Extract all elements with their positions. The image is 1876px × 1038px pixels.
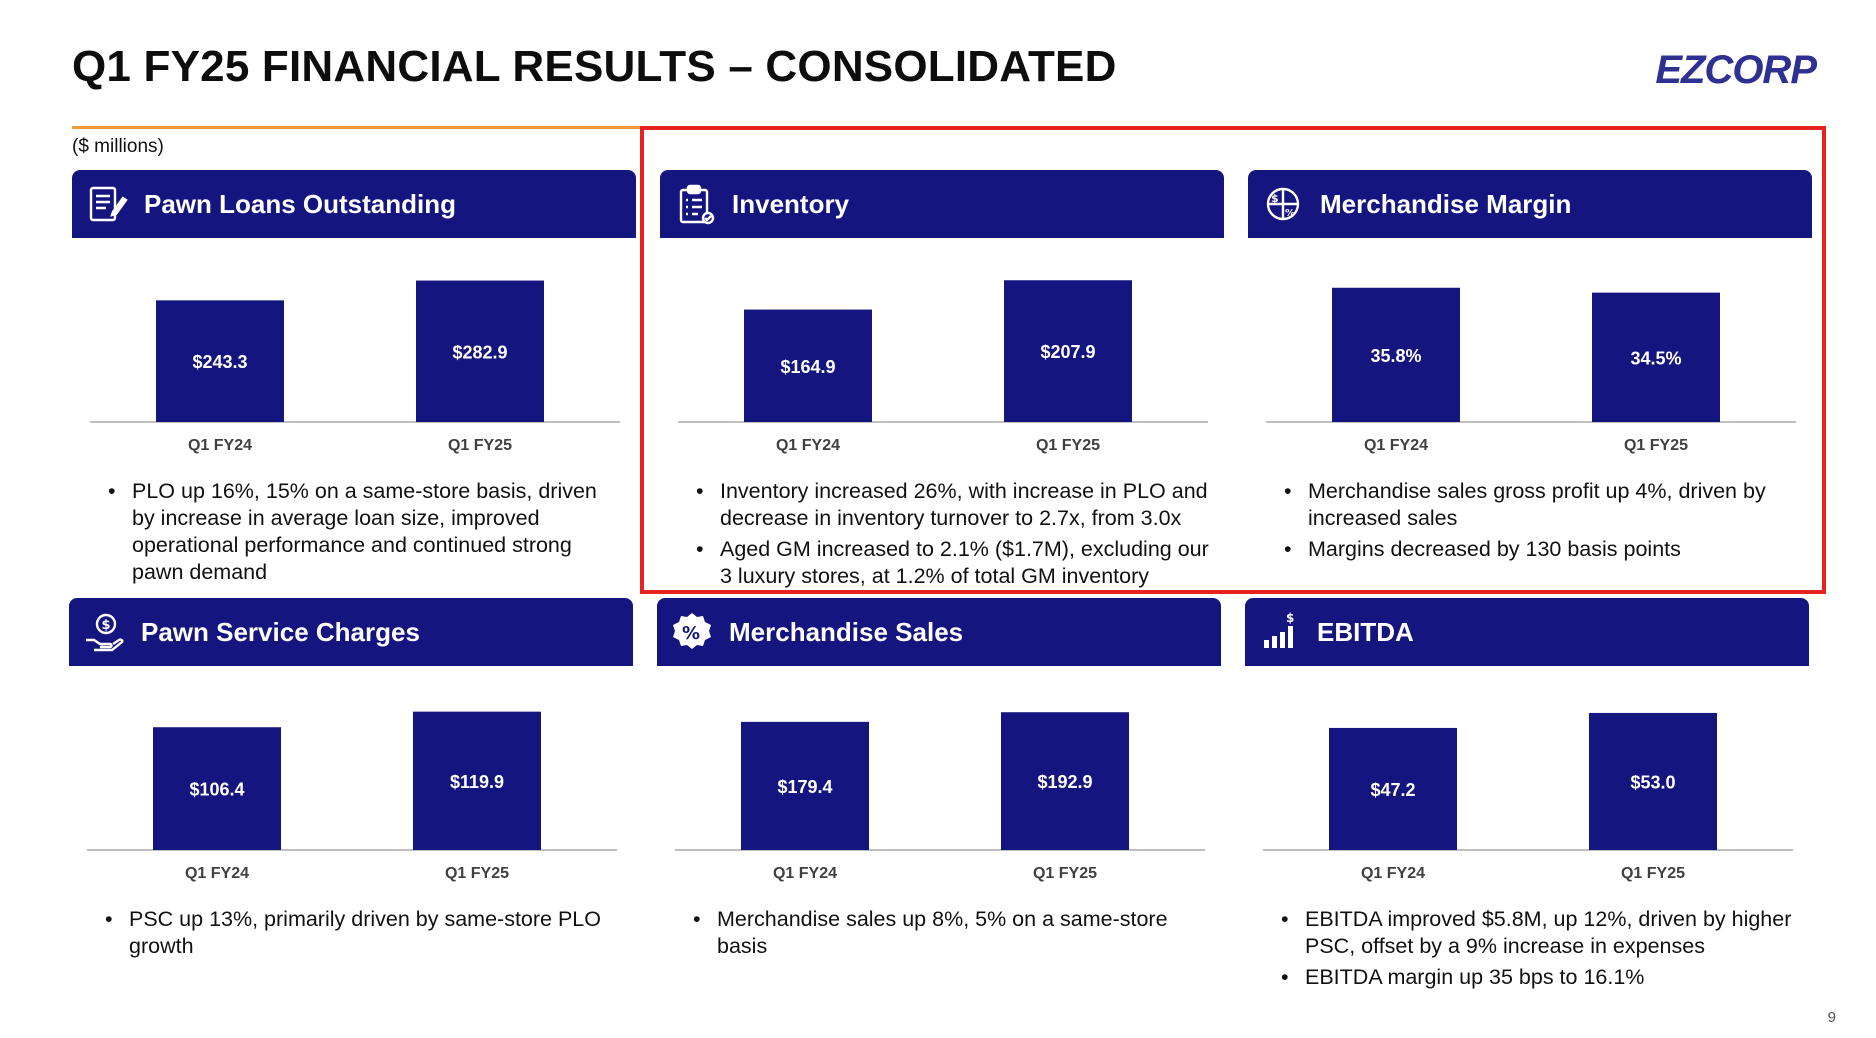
bar [741,721,869,850]
page-title: Q1 FY25 FINANCIAL RESULTS – CONSOLIDATED [72,42,1117,91]
bar [744,309,872,422]
data-label: $243.3 [192,352,247,372]
data-label: $179.4 [777,777,832,797]
panel-pawn-loans-outstanding: Pawn Loans Outstanding $243.3 Q1 FY24 $282… [72,170,636,610]
svg-text:$: $ [102,618,111,633]
bar [153,727,281,850]
hand-dollar-icon: $ [81,609,127,655]
panel-title: Inventory [732,188,850,219]
data-label: $47.2 [1370,780,1415,800]
svg-text:$: $ [1286,611,1294,625]
x-tick-label: Q1 FY25 [1624,437,1688,454]
bullet-item: PSC up 13%, primarily driven by same-sto… [101,906,621,960]
title-rule [72,126,642,129]
bar-chart: $47.2 Q1 FY24 $53.0 Q1 FY25 [1263,712,1793,882]
x-tick-label: Q1 FY24 [1361,865,1425,882]
data-label: $207.9 [1040,342,1095,362]
data-label: $192.9 [1037,772,1092,792]
panel-pawn-service-charges: $ Pawn Service Charges $106.4 Q1 FY24 $119… [69,598,633,1038]
x-tick-label: Q1 FY24 [188,437,252,454]
bullet-item: EBITDA improved $5.8M, up 12%, driven by… [1277,906,1797,960]
data-label: $53.0 [1630,772,1675,792]
page-number: 9 [1827,1009,1836,1026]
bullet-list: PLO up 16%, 15% on a same-store basis, d… [104,478,624,590]
x-tick-label: Q1 FY25 [448,437,512,454]
bullet-list: Merchandise sales gross profit up 4%, dr… [1280,478,1800,567]
panel-merchandise-margin: $% Merchandise Margin 35.8% Q1 FY24 34.5% Q… [1248,170,1812,610]
bar [413,711,541,850]
data-label: 35.8% [1370,346,1421,366]
data-label: 34.5% [1630,348,1681,368]
svg-text:%: % [682,623,700,644]
x-tick-label: Q1 FY25 [445,865,509,882]
panel-banner: % Merchandise Sales [657,598,1221,666]
bar [416,280,544,422]
panel-merchandise-sales: % Merchandise Sales $179.4 Q1 FY24 $192.9 Q… [657,598,1221,1038]
panel-banner: $ Pawn Service Charges [69,598,633,666]
bullet-item: Aged GM increased to 2.1% ($1.7M), exclu… [692,536,1212,590]
bullet-item: EBITDA margin up 35 bps to 16.1% [1277,964,1797,991]
panel-ebitda: $ EBITDA $47.2 Q1 FY24 $53.0 Q1 FY25 EBITDA… [1245,598,1809,1038]
data-label: $282.9 [452,342,507,362]
company-logo: EZCORP [1655,48,1817,92]
bullet-item: Margins decreased by 130 basis points [1280,536,1800,563]
loan-document-icon [84,181,130,227]
bar [1332,287,1460,422]
bullet-item: Inventory increased 26%, with increase i… [692,478,1212,532]
x-tick-label: Q1 FY24 [1364,437,1428,454]
panel-banner: Inventory [660,170,1224,238]
panel-title: Merchandise Margin [1320,188,1572,219]
bar [1004,280,1132,422]
bullet-item: Merchandise sales up 8%, 5% on a same-st… [689,906,1209,960]
bar-chart: 35.8% Q1 FY24 34.5% Q1 FY25 [1266,287,1796,454]
bullet-list: EBITDA improved $5.8M, up 12%, driven by… [1277,906,1797,995]
units-note: ($ millions) [72,136,164,157]
bar-chart: $243.3 Q1 FY24 $282.9 Q1 FY25 [90,280,620,454]
bullet-list: Inventory increased 26%, with increase i… [692,478,1212,594]
bar [1592,292,1720,422]
panel-title: Pawn Loans Outstanding [144,188,457,219]
bullet-list: Merchandise sales up 8%, 5% on a same-st… [689,906,1209,964]
bar-chart-dollar-icon: $ [1257,609,1303,655]
data-label: $164.9 [780,357,835,377]
x-tick-label: Q1 FY24 [185,865,249,882]
bar [1329,727,1457,850]
bar [1001,712,1129,850]
panel-banner: $% Merchandise Margin [1248,170,1812,238]
x-tick-label: Q1 FY25 [1033,865,1097,882]
bar [1589,712,1717,850]
bullet-item: PLO up 16%, 15% on a same-store basis, d… [104,478,624,586]
x-tick-label: Q1 FY24 [776,437,840,454]
bar-chart: $164.9 Q1 FY24 $207.9 Q1 FY25 [678,280,1208,454]
panel-title: EBITDA [1317,616,1414,647]
data-label: $119.9 [450,772,504,792]
panel-title: Merchandise Sales [729,616,964,647]
svg-text:$: $ [1271,192,1279,205]
data-label: $106.4 [189,780,244,800]
percent-badge-icon: % [669,609,715,655]
bar-chart: $106.4 Q1 FY24 $119.9 Q1 FY25 [87,711,617,882]
x-tick-label: Q1 FY24 [773,865,837,882]
bullet-list: PSC up 13%, primarily driven by same-sto… [101,906,621,964]
panel-inventory: Inventory $164.9 Q1 FY24 $207.9 Q1 FY25 Inv… [660,170,1224,610]
bullet-item: Merchandise sales gross profit up 4%, dr… [1280,478,1800,532]
bar [156,300,284,422]
bar-chart: $179.4 Q1 FY24 $192.9 Q1 FY25 [675,712,1205,882]
x-tick-label: Q1 FY25 [1036,437,1100,454]
panel-banner: $ EBITDA [1245,598,1809,666]
panel-banner: Pawn Loans Outstanding [72,170,636,238]
panel-title: Pawn Service Charges [141,616,420,647]
clipboard-checklist-icon [672,181,718,227]
svg-text:%: % [1285,208,1295,219]
dollar-percent-gear-icon: $% [1260,181,1306,227]
x-tick-label: Q1 FY25 [1621,865,1685,882]
